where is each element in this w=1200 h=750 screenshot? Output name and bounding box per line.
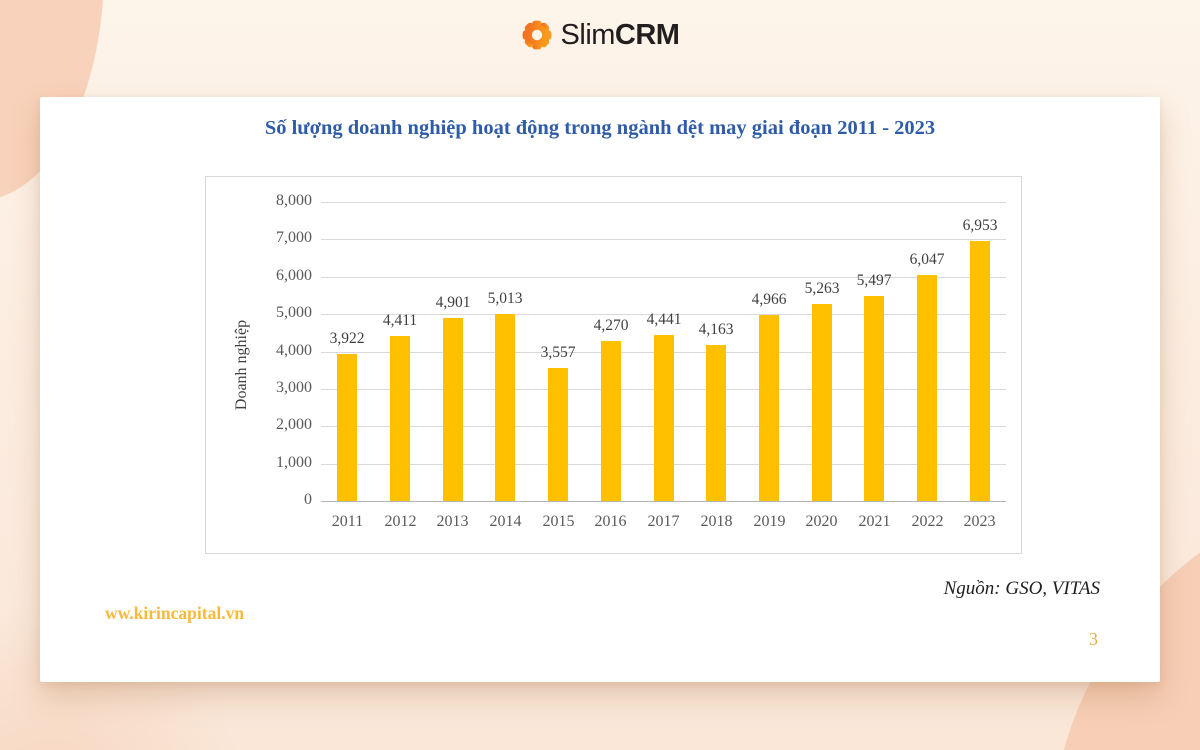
bar-label-2013: 4,901 bbox=[435, 294, 471, 311]
page-number: 3 bbox=[1089, 629, 1098, 649]
bar-2022 bbox=[917, 275, 937, 501]
x-tick-2013: 2013 bbox=[436, 513, 469, 530]
y-tick-7000: 7,000 bbox=[276, 229, 312, 246]
slide-card: Số lượng doanh nghiệp hoạt động trong ng… bbox=[40, 97, 1160, 682]
y-tick-2000: 2,000 bbox=[276, 416, 312, 433]
x-tick-2018: 2018 bbox=[700, 513, 733, 530]
source-note: Nguồn: GSO, VITAS bbox=[943, 578, 1100, 599]
gridline-6000 bbox=[321, 277, 1006, 278]
bar-2019 bbox=[759, 315, 779, 501]
bar-2021 bbox=[864, 296, 884, 501]
bar-2014 bbox=[495, 314, 515, 501]
x-tick-2019: 2019 bbox=[753, 513, 786, 530]
bar-2017 bbox=[654, 335, 674, 501]
y-tick-3000: 3,000 bbox=[276, 379, 312, 396]
y-tick-0: 0 bbox=[304, 491, 312, 508]
bar-2020 bbox=[812, 304, 832, 501]
y-tick-8000: 8,000 bbox=[276, 192, 312, 209]
logo-text-slim: Slim bbox=[560, 18, 616, 51]
bar-label-2015: 3,557 bbox=[540, 344, 576, 361]
bar-2015 bbox=[548, 368, 568, 501]
y-tick-4000: 4,000 bbox=[276, 342, 312, 359]
gridline-8000 bbox=[321, 202, 1006, 203]
logo-text-crm: CRM bbox=[614, 18, 680, 51]
x-tick-2012: 2012 bbox=[384, 513, 417, 530]
bar-2011 bbox=[337, 354, 357, 501]
bar-2023 bbox=[970, 241, 990, 501]
bar-label-2017: 4,441 bbox=[646, 311, 682, 328]
bar-label-2016: 4,270 bbox=[593, 317, 629, 334]
x-tick-2022: 2022 bbox=[911, 513, 944, 530]
x-tick-2015: 2015 bbox=[542, 513, 575, 530]
y-axis-title: Doanh nghiệp bbox=[233, 319, 250, 411]
bar-label-2020: 5,263 bbox=[804, 280, 840, 297]
bar-label-2019: 4,966 bbox=[751, 291, 787, 308]
bar-label-2023: 6,953 bbox=[962, 217, 998, 234]
website-link[interactable]: ww.kirincapital.vn bbox=[105, 603, 245, 623]
x-tick-2011: 2011 bbox=[331, 513, 364, 530]
bar-label-2018: 4,163 bbox=[698, 321, 734, 338]
x-tick-2016: 2016 bbox=[594, 513, 627, 530]
bar-2013 bbox=[443, 318, 463, 501]
x-tick-2017: 2017 bbox=[647, 513, 680, 530]
bar-label-2011: 3,922 bbox=[329, 330, 365, 347]
y-tick-1000: 1,000 bbox=[276, 454, 312, 471]
y-tick-5000: 5,000 bbox=[276, 304, 312, 321]
y-tick-6000: 6,000 bbox=[276, 267, 312, 284]
header: SlimCRM bbox=[0, 0, 1200, 70]
logo-wordmark: SlimCRM bbox=[561, 19, 680, 52]
bar-2016 bbox=[601, 341, 621, 501]
slimcrm-logo: SlimCRM bbox=[521, 19, 680, 52]
x-tick-2023: 2023 bbox=[963, 513, 996, 530]
bar-label-2021: 5,497 bbox=[856, 272, 892, 289]
gridline-7000 bbox=[321, 239, 1006, 240]
x-tick-2020: 2020 bbox=[805, 513, 838, 530]
bar-label-2014: 5,013 bbox=[487, 290, 523, 307]
bar-2012 bbox=[390, 336, 410, 501]
bar-2018 bbox=[706, 345, 726, 501]
x-tick-2021: 2021 bbox=[858, 513, 891, 530]
plot-area: 0 1,000 2,000 3,000 4,000 5,000 6,000 7,000 8,00… bbox=[276, 192, 1006, 530]
gridline-5000 bbox=[321, 314, 1006, 315]
chart-title: Số lượng doanh nghiệp hoạt động trong ng… bbox=[264, 117, 936, 139]
x-tick-2014: 2014 bbox=[489, 513, 522, 530]
chart-area: Doanh nghiệp 0 1,000 2,000 3,000 4,000 5,000 6… bbox=[205, 176, 1022, 554]
gear-icon bbox=[522, 20, 551, 50]
bar-label-2022: 6,047 bbox=[909, 251, 945, 268]
bar-label-2012: 4,411 bbox=[382, 312, 418, 329]
